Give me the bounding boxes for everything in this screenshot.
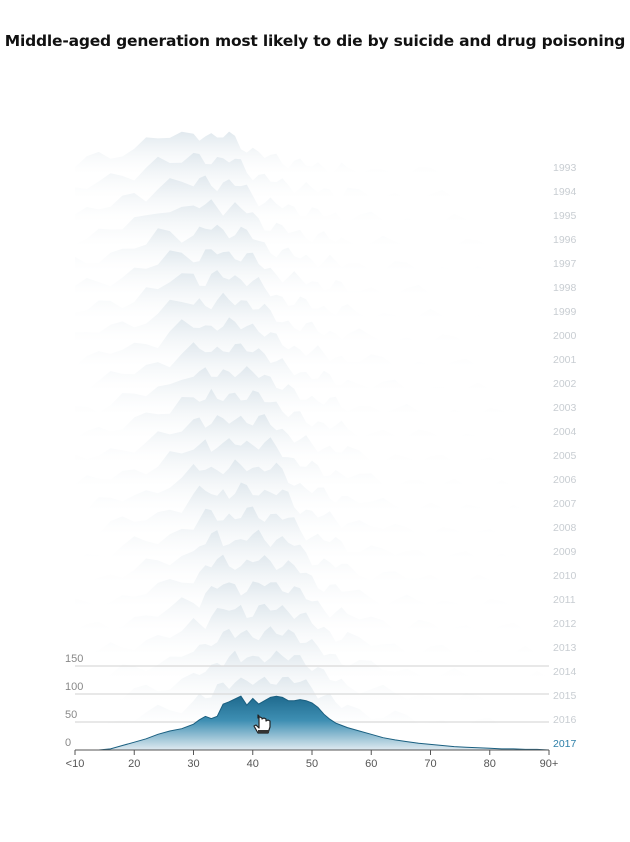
ridge-2009[interactable] <box>75 506 549 559</box>
x-axis: <10 20 30 40 50 60 70 80 90+ <box>66 749 559 770</box>
year-label-2009[interactable]: 2009 <box>553 546 577 558</box>
ridge-2015[interactable] <box>75 650 549 703</box>
ridge-1996[interactable] <box>75 199 549 246</box>
year-label-1995[interactable]: 1995 <box>553 210 577 222</box>
year-label-2000[interactable]: 2000 <box>553 330 577 342</box>
y-tick-label: 0 <box>65 737 71 749</box>
year-label-1996[interactable]: 1996 <box>553 234 577 246</box>
highlighted-ridge-line <box>75 695 550 751</box>
year-labels: 1993 1994 1995 1996 1997 1998 1999 2000 2001 2002… <box>553 162 577 750</box>
year-label-1993[interactable]: 1993 <box>553 162 577 174</box>
year-label-2010[interactable]: 2010 <box>553 570 577 582</box>
year-label-1998[interactable]: 1998 <box>553 282 577 294</box>
ridge-2011[interactable] <box>75 554 549 606</box>
y-tick-label: 150 <box>65 653 83 665</box>
year-label-2017[interactable]: 2017 <box>553 738 577 750</box>
ridge-2008[interactable] <box>75 482 549 535</box>
chart-title: Middle-aged generation most likely to di… <box>4 32 626 50</box>
year-label-2012[interactable]: 2012 <box>553 618 577 630</box>
faded-ridges <box>75 131 549 726</box>
year-label-2005[interactable]: 2005 <box>553 450 577 462</box>
ridge-2012[interactable] <box>75 581 549 630</box>
ridge-2014[interactable] <box>75 626 549 678</box>
year-label-2003[interactable]: 2003 <box>553 402 577 414</box>
year-label-1999[interactable]: 1999 <box>553 306 577 318</box>
hand-pointer-icon <box>253 714 271 734</box>
year-label-1994[interactable]: 1994 <box>553 186 577 198</box>
x-tick-label: 20 <box>128 758 140 770</box>
year-label-2008[interactable]: 2008 <box>553 522 577 534</box>
y-tick-label: 100 <box>65 681 83 693</box>
x-tick-label: 60 <box>365 758 377 770</box>
x-tick-label: 80 <box>484 758 496 770</box>
x-tick-label: 50 <box>306 758 318 770</box>
x-tick-label: 70 <box>424 758 436 770</box>
ridge-2013[interactable] <box>75 603 549 654</box>
ridge-1997[interactable] <box>75 224 549 270</box>
y-tick-label: 50 <box>65 709 77 721</box>
highlighted-ridge-area[interactable] <box>75 696 549 750</box>
year-label-2006[interactable]: 2006 <box>553 474 577 486</box>
highlighted-ridge-group <box>75 695 550 751</box>
year-label-2004[interactable]: 2004 <box>553 426 577 438</box>
year-label-2015[interactable]: 2015 <box>553 690 577 702</box>
year-label-2007[interactable]: 2007 <box>553 498 577 510</box>
x-tick-label: <10 <box>66 758 85 770</box>
ridge-1993[interactable] <box>75 131 549 174</box>
x-tick-label: 90+ <box>540 758 559 770</box>
year-label-2013[interactable]: 2013 <box>553 642 577 654</box>
year-label-1997[interactable]: 1997 <box>553 258 577 270</box>
x-tick-label: 40 <box>247 758 259 770</box>
year-label-2002[interactable]: 2002 <box>553 378 577 390</box>
year-label-2001[interactable]: 2001 <box>553 354 577 366</box>
year-label-2014[interactable]: 2014 <box>553 666 577 678</box>
ridge-2016[interactable] <box>75 676 549 726</box>
year-label-2011[interactable]: 2011 <box>553 594 576 606</box>
year-label-2016[interactable]: 2016 <box>553 714 577 726</box>
x-tick-label: 30 <box>187 758 199 770</box>
ridge-2010[interactable] <box>75 529 549 582</box>
